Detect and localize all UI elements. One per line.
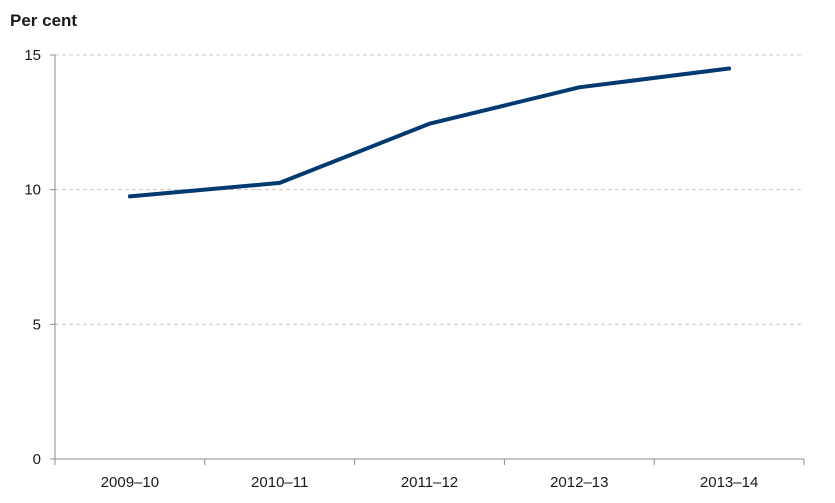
tick-labels: 0 5 10 15 2009–10 2010–11 2011–12 2012–13 2013–1… (24, 47, 758, 491)
y-tick-label: 10 (24, 182, 41, 199)
axes (50, 54, 805, 465)
x-tick-label: 2010–11 (251, 474, 308, 491)
x-tick-label: 2013–14 (700, 474, 758, 491)
x-tick-label: 2011–12 (401, 474, 458, 491)
series-line-0 (127, 66, 732, 199)
x-tick-label: 2012–13 (550, 474, 608, 491)
y-tick-label: 0 (33, 451, 41, 468)
series-layer (127, 66, 732, 199)
y-tick-label: 15 (24, 47, 41, 64)
y-axis-title: Per cent (10, 11, 77, 30)
gridlines (55, 54, 804, 325)
x-tick-label: 2009–10 (101, 474, 159, 491)
y-tick-label: 5 (33, 316, 41, 333)
